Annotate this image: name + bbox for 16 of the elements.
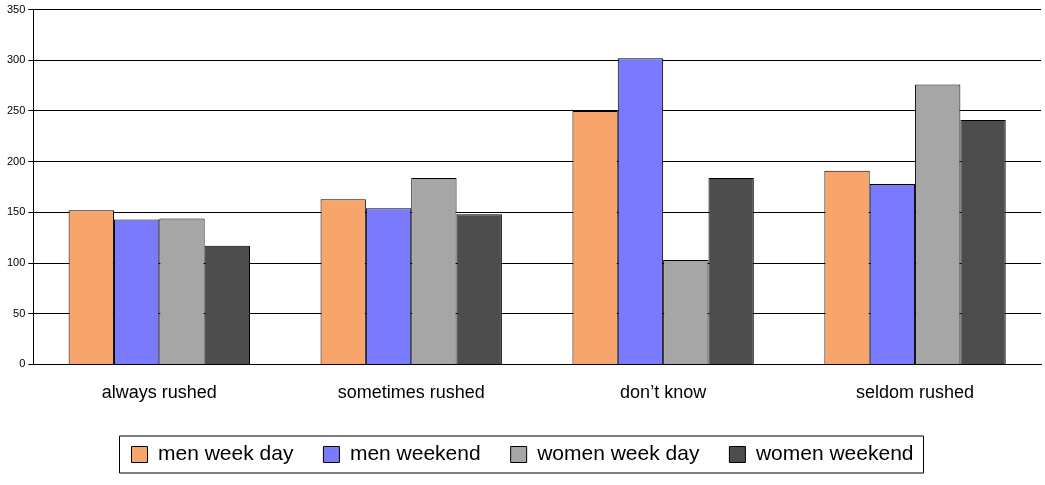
legend-label: women week day	[536, 441, 700, 465]
y-tick-label: 350	[6, 2, 26, 15]
x-tick-label: sometimes rushed	[337, 382, 485, 403]
legend-label: women weekend	[754, 441, 914, 465]
y-tick-label: 100	[6, 256, 26, 269]
legend-label: men weekend	[349, 441, 481, 465]
x-tick-label: always rushed	[101, 382, 217, 403]
y-tick-label: 50	[13, 306, 26, 319]
legend-label: men week day	[158, 441, 294, 465]
y-tick-label: 300	[6, 53, 26, 66]
y-tick-label: 0	[19, 357, 26, 370]
x-tick-label: don’t know	[620, 382, 708, 403]
y-tick-label: 250	[6, 104, 26, 116]
y-tick-label: 150	[6, 205, 26, 218]
y-tick-label: 200	[6, 154, 26, 167]
x-tick-label: seldom rushed	[856, 382, 975, 403]
